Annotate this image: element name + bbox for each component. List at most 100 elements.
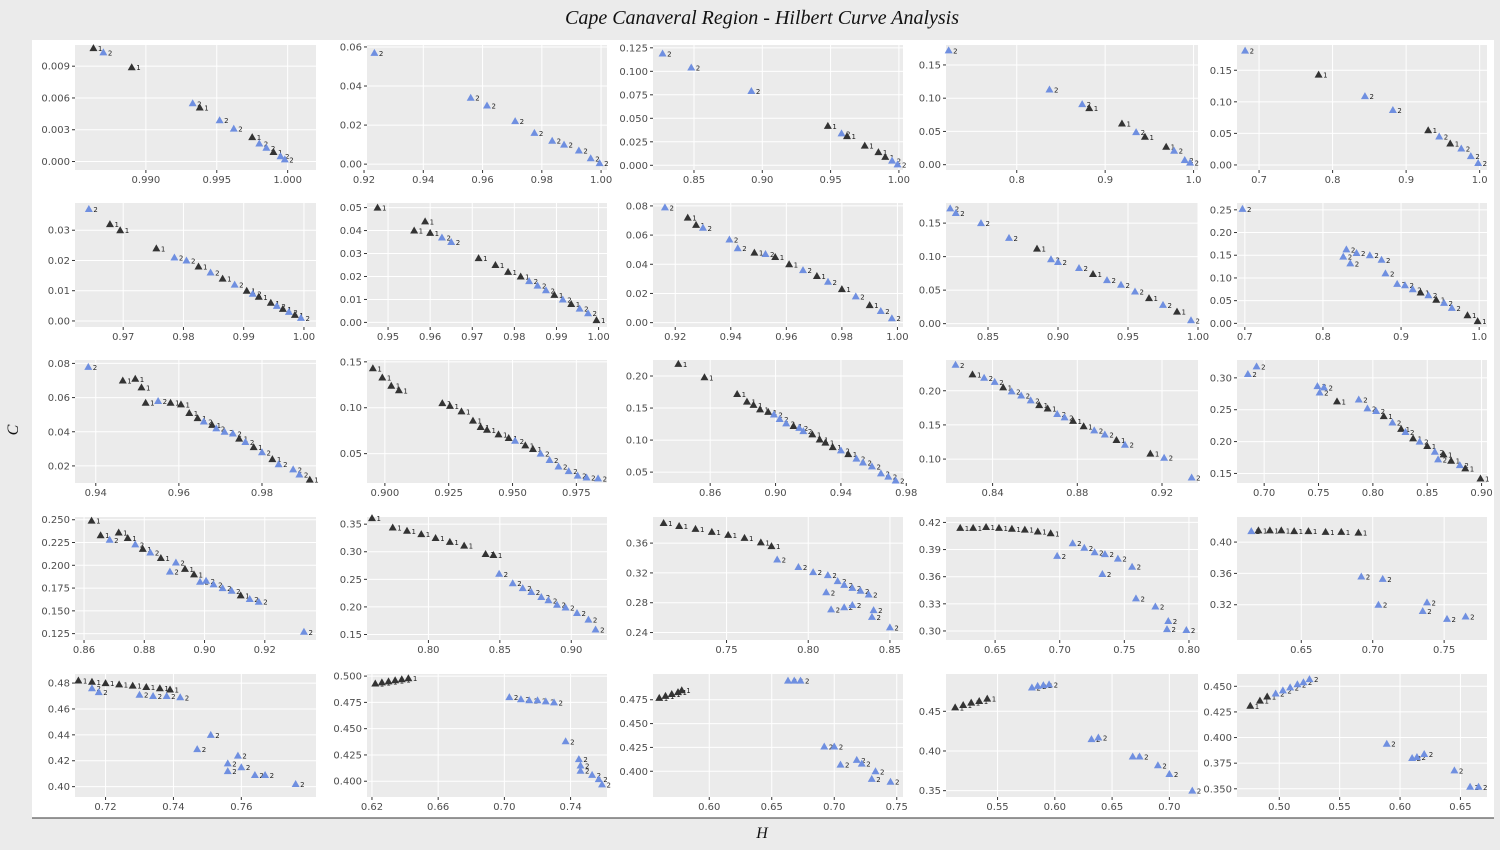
data-point-group-2	[864, 590, 873, 598]
data-point-group-2	[1241, 46, 1250, 54]
point-label: 2	[829, 743, 833, 751]
data-point-group-2	[1170, 146, 1179, 154]
x-tick-label: 0.94	[720, 332, 742, 343]
data-point-group-1	[410, 226, 419, 234]
point-label: 2	[860, 293, 864, 301]
point-label: 1	[435, 230, 439, 238]
data-point-group-2	[1186, 158, 1195, 166]
data-point-group-1	[218, 274, 227, 282]
data-point-group-2	[561, 737, 570, 745]
y-tick-label: 0.05	[919, 127, 941, 138]
point-label: 2	[742, 245, 746, 253]
y-tick-label: 0.02	[340, 272, 362, 283]
data-point-group-1	[236, 591, 245, 599]
data-point-group-1	[193, 414, 202, 422]
y-tick-label: 0.425	[333, 750, 362, 761]
data-point-group-1	[491, 261, 500, 268]
data-point-group-2	[99, 48, 108, 56]
point-label: 1	[668, 520, 672, 528]
panel-background	[1237, 45, 1487, 170]
point-label: 2	[283, 461, 287, 469]
point-label: 1	[601, 317, 605, 325]
point-label: 2	[1174, 771, 1178, 779]
point-label: 2	[803, 564, 807, 572]
point-label: 2	[237, 430, 241, 438]
y-tick-label: 0.06	[626, 231, 648, 242]
data-point-group-1	[1089, 270, 1097, 278]
data-point-group-2	[525, 696, 534, 704]
data-point-group-1	[290, 310, 299, 318]
data-point-group-2	[289, 465, 298, 473]
point-label: 1	[110, 680, 114, 688]
data-point-group-1	[166, 685, 175, 693]
point-label: 2	[1443, 456, 1447, 464]
point-label: 1	[503, 431, 507, 439]
data-point-group-1	[1439, 450, 1448, 458]
data-point-group-2	[1017, 391, 1026, 399]
data-point-group-1	[749, 400, 758, 408]
data-point-group-2	[575, 304, 584, 312]
point-label: 2	[239, 282, 243, 290]
x-tick-label: 0.98	[895, 488, 917, 499]
point-label: 2	[270, 772, 274, 780]
data-point-group-1	[384, 677, 393, 685]
data-point-group-1	[504, 434, 513, 442]
point-label: 1	[692, 215, 696, 223]
x-tick-label: 1.0	[1472, 175, 1488, 186]
data-point-group-2	[1412, 753, 1421, 761]
data-point-group-1	[387, 381, 396, 389]
data-point-group-1	[123, 533, 132, 541]
data-point-group-2	[848, 600, 857, 608]
data-point-group-1	[756, 538, 765, 546]
data-point-group-1	[1020, 525, 1029, 533]
point-label: 2	[1314, 676, 1318, 684]
point-label: 2	[849, 582, 853, 590]
data-point-group-1	[692, 220, 701, 228]
data-point-group-1	[742, 397, 751, 405]
data-point-group-1	[248, 133, 257, 141]
x-tick-label: 0.66	[427, 802, 449, 813]
data-point-group-2	[149, 692, 158, 700]
point-label: 2	[1189, 157, 1193, 165]
point-label: 2	[520, 118, 524, 126]
x-tick-label: 0.97	[461, 332, 483, 343]
data-point-group-2	[790, 676, 799, 684]
y-tick-label: 0.32	[626, 568, 648, 579]
point-label: 1	[559, 292, 563, 300]
point-label: 1	[869, 143, 873, 151]
y-tick-label: 0.30	[340, 547, 362, 558]
x-tick-label: 1.00	[293, 332, 315, 343]
point-label: 2	[1439, 449, 1443, 457]
data-point-group-1	[1409, 434, 1418, 442]
point-label: 1	[263, 294, 267, 302]
point-label: 1	[1470, 465, 1474, 473]
point-label: 2	[1280, 690, 1284, 698]
data-point-group-2	[1354, 395, 1363, 403]
data-point-group-1	[674, 359, 683, 367]
data-point-group-2	[886, 777, 895, 785]
point-label: 2	[542, 283, 546, 291]
point-label: 2	[897, 158, 901, 166]
data-point-group-2	[1357, 572, 1366, 580]
point-label: 1	[245, 592, 249, 600]
y-tick-label: 0.05	[340, 449, 362, 460]
data-point-group-2	[1033, 681, 1042, 689]
data-point-group-2	[1393, 279, 1402, 287]
point-label: 1	[123, 529, 127, 537]
data-point-group-1	[528, 445, 537, 453]
data-point-group-1	[417, 530, 426, 538]
x-tick-label: 0.7	[1237, 332, 1253, 343]
data-point-group-1	[733, 389, 742, 397]
x-tick-label: 0.70	[493, 802, 515, 813]
point-label: 1	[749, 535, 753, 543]
data-point-group-2	[576, 761, 585, 769]
point-label: 1	[161, 245, 165, 253]
facet-panel: 0.95 0.96 0.97 0.98 0.99 1.00 0.00 0.01 0.02 0.03…	[340, 203, 610, 343]
point-label: 2	[846, 130, 850, 138]
point-label: 1	[1330, 529, 1334, 537]
data-point-group-2	[946, 204, 955, 212]
point-label: 2	[603, 475, 607, 483]
data-point-group-1	[860, 141, 869, 149]
y-tick-label: 0.000	[41, 157, 70, 168]
point-label: 1	[1149, 134, 1153, 142]
